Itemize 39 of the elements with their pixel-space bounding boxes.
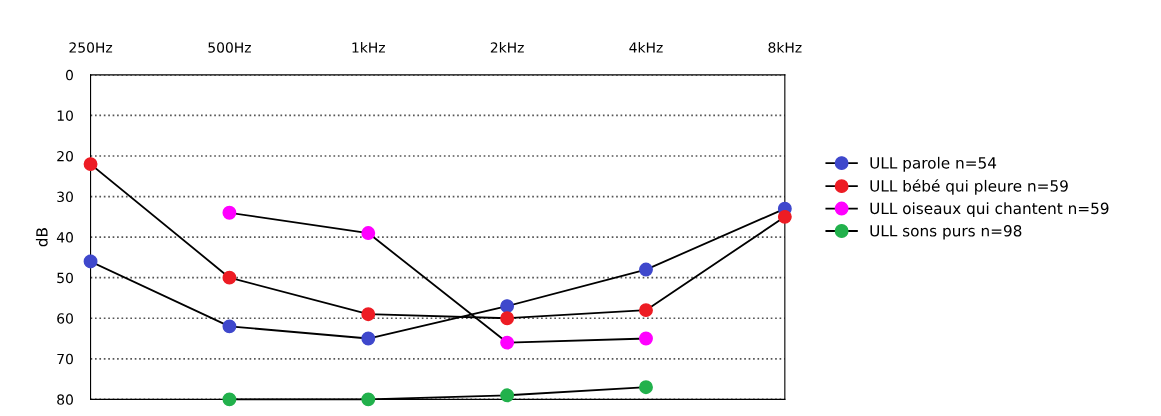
point <box>500 388 515 403</box>
point <box>500 299 515 314</box>
point <box>777 209 792 224</box>
point <box>83 157 98 172</box>
point <box>361 307 376 322</box>
x-tick-label: 2kHz <box>490 41 524 53</box>
y-tick-label: 20 <box>57 150 73 162</box>
point <box>639 331 653 346</box>
y-tick-label: 80 <box>57 394 73 405</box>
y-tick-label: 50 <box>57 272 73 284</box>
y-axis-title: dB <box>35 228 48 247</box>
point <box>222 270 237 285</box>
point <box>361 226 376 241</box>
point <box>83 254 98 269</box>
legend-label: ULL parole n=54 <box>870 156 997 172</box>
point <box>500 335 515 350</box>
y-tick-label: 70 <box>57 353 73 365</box>
y-tick-label: 10 <box>57 110 73 121</box>
point <box>639 380 653 395</box>
point <box>500 311 515 326</box>
x-tick-label: 250Hz <box>69 42 113 53</box>
point <box>639 262 653 277</box>
point <box>222 205 237 220</box>
y-tick-label: 30 <box>57 191 73 203</box>
x-tick-label: 4kHz <box>629 41 663 53</box>
legend-label: ULL oiseaux qui chantent n=59 <box>870 202 1109 218</box>
y-tick-label: 60 <box>57 313 73 324</box>
point <box>222 319 237 334</box>
point <box>361 331 376 346</box>
legend-label: ULL bébé qui pleure n=59 <box>870 179 1068 195</box>
y-tick-label: 40 <box>56 232 73 243</box>
x-tick-label: 500Hz <box>208 42 251 53</box>
point <box>222 392 237 407</box>
x-tick-label: 8kHz <box>768 41 802 53</box>
y-tick-label: 0 <box>65 69 73 81</box>
legend-label: ULL sons purs n=98 <box>870 225 1022 240</box>
x-tick-label: 1kHz <box>352 41 385 53</box>
point <box>361 392 376 407</box>
point <box>639 303 653 318</box>
